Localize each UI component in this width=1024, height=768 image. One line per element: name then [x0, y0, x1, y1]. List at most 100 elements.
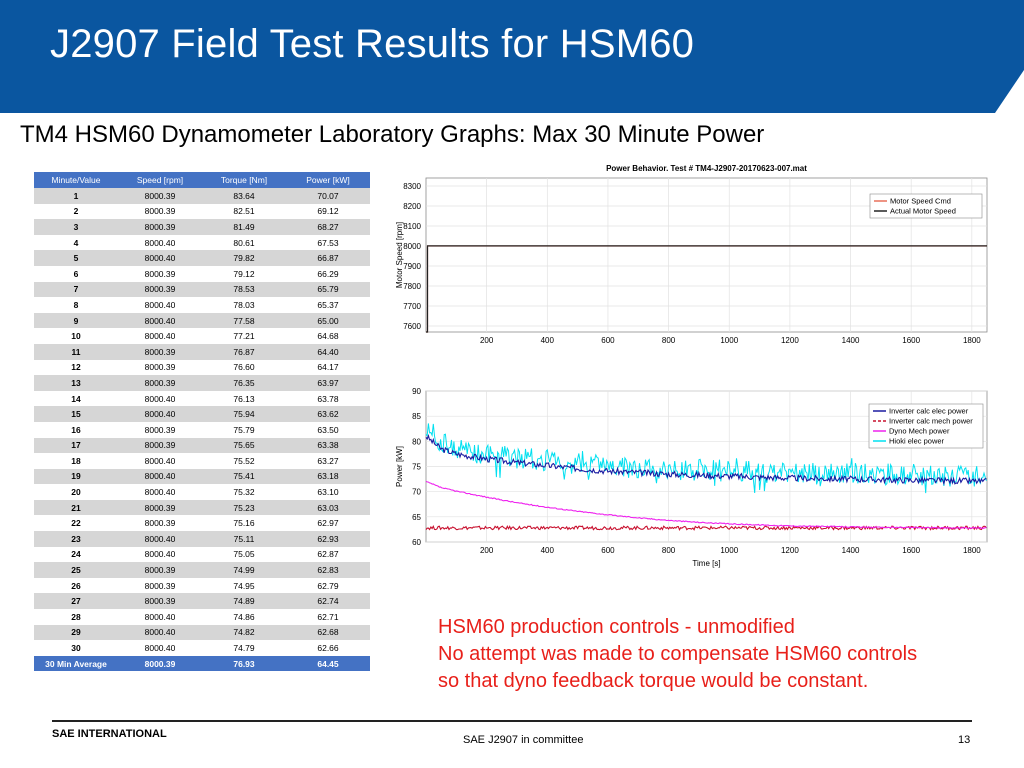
x-tick-label: 1400 — [842, 336, 860, 345]
footer-brand: SAE INTERNATIONAL — [52, 728, 167, 740]
table-cell: 23 — [34, 531, 118, 547]
table-cell: 62.74 — [286, 593, 370, 610]
y-tick-label: 75 — [412, 463, 421, 472]
table-row: 25 8000.39 74.99 62.83 — [34, 562, 370, 578]
series-line — [425, 524, 987, 531]
x-tick-label: 1200 — [781, 546, 799, 555]
table-footer: 30 Min Average 8000.39 76.93 64.45 — [34, 655, 370, 672]
table-row: 15 8000.40 75.94 63.62 — [34, 406, 370, 422]
table-cell: 75.65 — [202, 437, 286, 454]
table-header: Minute/Value Speed [rpm] Torque [Nm] Power … — [34, 172, 370, 188]
table-cell: 76.87 — [202, 343, 286, 360]
y-tick-label: 85 — [412, 412, 421, 421]
table-cell: 12 — [34, 359, 118, 376]
table-cell: 68.27 — [286, 219, 370, 235]
x-tick-label: 400 — [541, 546, 555, 555]
x-tick-label: 1600 — [902, 546, 920, 555]
page-number: 13 — [958, 734, 971, 746]
y-tick-label: 80 — [412, 437, 421, 446]
table-cell: 11 — [34, 343, 118, 360]
table-cell: 8000.40 — [118, 312, 202, 329]
x-tick-label: 1000 — [720, 546, 738, 555]
table-cell: 64.17 — [286, 359, 370, 376]
table-cell: 8000.39 — [118, 265, 202, 282]
table-cell: 62.71 — [286, 609, 370, 625]
table-cell: 5 — [34, 250, 118, 266]
table-row: 30 8000.40 74.79 62.66 — [34, 640, 370, 656]
table-cell: 75.52 — [202, 453, 286, 469]
table-row: 21 8000.39 75.23 63.03 — [34, 499, 370, 516]
table-cell: 63.38 — [286, 437, 370, 454]
table-row: 5 8000.40 79.82 66.87 — [34, 250, 370, 266]
table-cell: 76.60 — [202, 359, 286, 376]
table-cell: 8000.40 — [118, 640, 202, 656]
x-tick-label: 200 — [480, 546, 494, 555]
table-cell: 74.82 — [202, 624, 286, 641]
table-cell: 8000.39 — [118, 188, 202, 204]
note-line: HSM60 production controls - unmodified — [438, 616, 795, 638]
speed-chart: 200 400 600 800 1000 1200 1400 1600 1800 7600 7700… — [395, 164, 988, 345]
table-cell: 62.79 — [286, 577, 370, 594]
y-tick-label: 8300 — [403, 182, 421, 191]
table-header-cell: Torque [Nm] — [202, 172, 286, 188]
table-cell: 63.50 — [286, 421, 370, 438]
table-cell: 65.00 — [286, 312, 370, 329]
table-row: 20 8000.40 75.32 63.10 — [34, 484, 370, 500]
table-cell: 21 — [34, 499, 118, 516]
table-cell: 75.23 — [202, 499, 286, 516]
chart-legend — [868, 403, 984, 449]
table-cell: 9 — [34, 312, 118, 329]
table-cell: 19 — [34, 468, 118, 485]
table-row: 9 8000.40 77.58 65.00 — [34, 312, 370, 329]
table-cell: 79.12 — [202, 265, 286, 282]
footer-center-text: SAE J2907 in committee — [463, 734, 584, 746]
table-cell: 78.03 — [202, 297, 286, 313]
table-cell: 16 — [34, 421, 118, 438]
note-line: so that dyno feedback torque would be co… — [438, 670, 869, 692]
table-cell: 75.11 — [202, 531, 286, 547]
table-header-cell: Power [kW] — [286, 172, 370, 188]
table-row: 23 8000.40 75.11 62.93 — [34, 531, 370, 547]
table-cell: 2 — [34, 203, 118, 220]
y-tick-label: 7600 — [403, 322, 421, 331]
table-cell: 17 — [34, 437, 118, 454]
x-tick-label: 200 — [480, 336, 494, 345]
table-cell: 69.12 — [286, 203, 370, 220]
table-cell: 8000.39 — [118, 203, 202, 220]
table-cell: 78.53 — [202, 281, 286, 298]
y-tick-label: 7800 — [403, 282, 421, 291]
table-cell: 63.10 — [286, 484, 370, 500]
table-cell: 8000.39 — [118, 593, 202, 610]
series-line — [426, 245, 987, 333]
x-axis-label: Time [s] — [692, 559, 720, 568]
legend-label: Hioki elec power — [889, 437, 945, 446]
x-tick-label: 1200 — [781, 336, 799, 345]
table-row: 3 8000.39 81.49 68.27 — [34, 219, 370, 235]
table-cell: 74.86 — [202, 609, 286, 625]
table-row: 2 8000.39 82.51 69.12 — [34, 203, 370, 220]
table-cell: 8000.39 — [118, 343, 202, 360]
y-tick-label: 7700 — [403, 302, 421, 311]
table-cell: 8000.40 — [118, 609, 202, 625]
table-cell: 75.16 — [202, 515, 286, 532]
table-row: 27 8000.39 74.89 62.74 — [34, 593, 370, 610]
table-average-row: 30 Min Average 8000.39 76.93 64.45 — [34, 655, 370, 672]
table-row: 14 8000.40 76.13 63.78 — [34, 390, 370, 407]
table-cell: 8000.39 — [118, 577, 202, 594]
table-cell: 64.68 — [286, 328, 370, 344]
table-cell: 62.93 — [286, 531, 370, 547]
table-row: 8 8000.40 78.03 65.37 — [34, 297, 370, 313]
table-row: 29 8000.40 74.82 62.68 — [34, 624, 370, 641]
table-cell: 67.53 — [286, 234, 370, 251]
table-cell: 24 — [34, 546, 118, 563]
table-cell: 62.68 — [286, 624, 370, 641]
table-cell: 8000.40 — [118, 234, 202, 251]
table-row: 13 8000.39 76.35 63.97 — [34, 375, 370, 391]
table-cell: 83.64 — [202, 188, 286, 204]
x-tick-label: 1400 — [842, 546, 860, 555]
footer-divider — [52, 720, 972, 722]
table-row: 22 8000.39 75.16 62.97 — [34, 515, 370, 532]
table-cell: 75.05 — [202, 546, 286, 563]
table-cell: 4 — [34, 234, 118, 251]
table-cell: 76.13 — [202, 390, 286, 407]
